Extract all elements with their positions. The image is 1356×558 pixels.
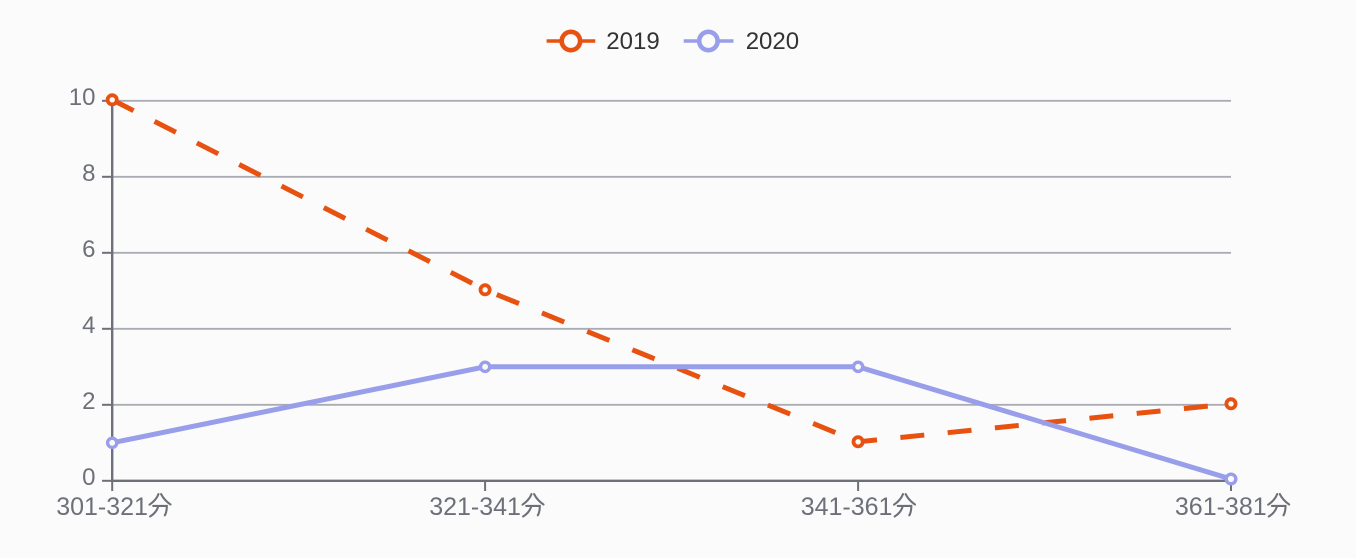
svg-text:301-321: 301-321 xyxy=(56,493,148,521)
svg-text:341-361: 341-361 xyxy=(801,493,893,521)
svg-text:0: 0 xyxy=(82,464,95,491)
svg-text:2019: 2019 xyxy=(606,28,659,55)
svg-text:10: 10 xyxy=(69,84,96,111)
svg-text:4: 4 xyxy=(82,312,95,339)
svg-text:361-381: 361-381 xyxy=(1175,493,1267,521)
svg-text:2020: 2020 xyxy=(746,28,799,55)
svg-text:2: 2 xyxy=(82,388,95,415)
svg-text:6: 6 xyxy=(82,236,95,263)
svg-text:321-341: 321-341 xyxy=(429,493,521,521)
svg-text:8: 8 xyxy=(82,160,95,187)
